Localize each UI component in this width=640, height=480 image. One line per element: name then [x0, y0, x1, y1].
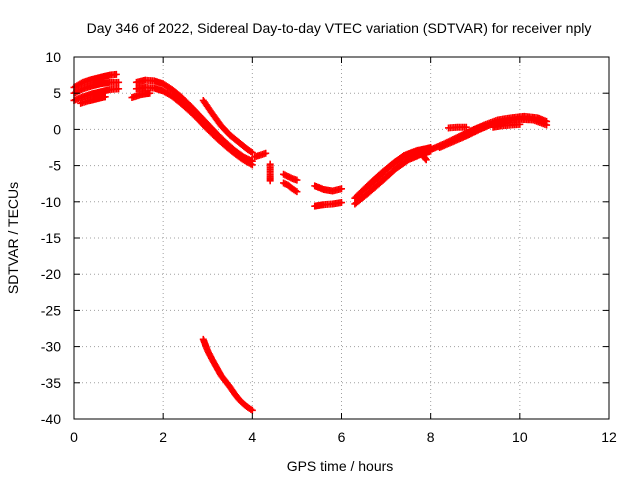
data-point — [248, 406, 256, 414]
data-point — [101, 93, 109, 101]
data-point — [462, 123, 470, 131]
data-point — [247, 405, 255, 413]
data-point — [516, 120, 524, 128]
y-tick-label: -10 — [41, 194, 61, 210]
series-arc-22 — [489, 120, 524, 131]
data-point — [112, 70, 120, 78]
y-tick-label: 0 — [53, 121, 61, 137]
y-tick-label: -15 — [41, 230, 61, 246]
series-arc-9 — [199, 335, 256, 414]
chart-title: Day 346 of 2022, Sidereal Day-to-day VTE… — [87, 20, 592, 36]
x-tick-label: 4 — [248, 429, 256, 445]
y-tick-label: -5 — [49, 158, 62, 174]
series-arc-2 — [70, 78, 123, 97]
data-point — [543, 121, 551, 129]
series-arc-7 — [128, 89, 154, 102]
y-tick-label: 5 — [53, 85, 61, 101]
series-arc-12 — [280, 170, 301, 184]
data-point — [262, 149, 270, 157]
series-arc-10 — [251, 149, 270, 161]
series-arc-11 — [266, 160, 274, 185]
data-point — [338, 199, 345, 207]
data-points — [70, 70, 551, 414]
data-point — [422, 156, 430, 164]
series-arc-8 — [199, 96, 256, 157]
y-tick-label: -35 — [41, 375, 61, 391]
series-arc-23 — [420, 153, 430, 164]
data-point — [146, 89, 154, 97]
series-arc-14 — [311, 182, 345, 195]
data-point — [266, 177, 274, 185]
axis-ticks: 0 2 4 6 8 10 12 10 5 0 -5 -10 -15 -20 -25 -30 -35 -40 — [41, 49, 617, 445]
data-point — [115, 85, 123, 93]
x-tick-label: 8 — [427, 429, 435, 445]
x-tick-label: 12 — [601, 429, 617, 445]
data-point — [247, 160, 255, 168]
series-arc-13 — [280, 179, 301, 196]
data-point — [291, 187, 299, 195]
data-point — [247, 148, 255, 156]
y-tick-label: -40 — [41, 411, 61, 427]
y-axis-label: SDTVAR / TECUs — [5, 182, 21, 294]
data-point — [338, 185, 345, 193]
y-tick-label: -25 — [41, 302, 61, 318]
series-arc-18 — [360, 144, 435, 194]
data-point — [248, 149, 256, 157]
series-arc-15 — [311, 199, 345, 210]
x-tick-label: 2 — [159, 429, 167, 445]
x-tick-label: 0 — [70, 429, 78, 445]
y-tick-label: 10 — [45, 49, 61, 65]
x-axis-label: GPS time / hours — [287, 458, 394, 474]
series-arc-6 — [132, 83, 256, 169]
data-point — [293, 188, 301, 196]
y-tick-label: -30 — [41, 339, 61, 355]
series-arc-21 — [445, 123, 470, 132]
data-point — [248, 161, 256, 169]
x-tick-label: 10 — [512, 429, 528, 445]
y-tick-label: -20 — [41, 266, 61, 282]
grid-lines — [74, 57, 609, 419]
x-tick-label: 6 — [338, 429, 346, 445]
data-point — [293, 176, 301, 184]
series-arc-4 — [77, 93, 109, 107]
data-point — [115, 78, 123, 86]
